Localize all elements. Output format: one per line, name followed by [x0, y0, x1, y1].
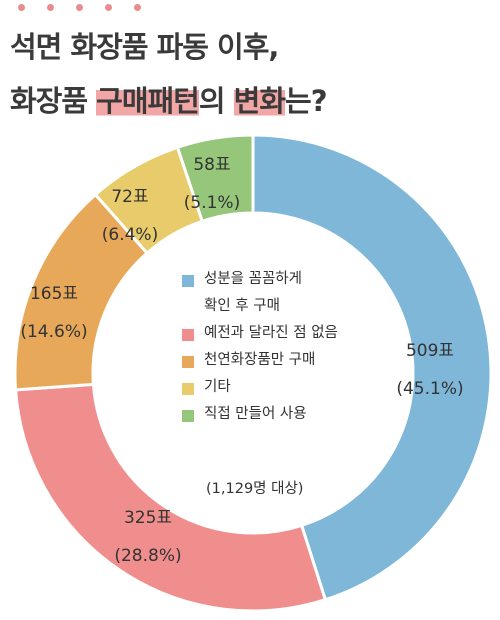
dot [76, 4, 83, 11]
legend-swatch [182, 275, 194, 287]
title-line-2: 화장품 구매패턴의 변화는? [10, 78, 328, 120]
title-highlight-2: 변화 [233, 84, 286, 118]
legend-item: 직접 만들어 사용 [182, 406, 338, 434]
dot [105, 4, 112, 11]
dot [18, 4, 25, 11]
slice-value-label: 165표 [30, 284, 78, 304]
slice-percent-label: (5.1%) [184, 193, 240, 213]
slice-value-label: 58표 [193, 155, 230, 175]
title-part: 의 [198, 84, 234, 118]
legend-label: 성분을 꼼꼼하게 확인 후 구매 [204, 271, 302, 314]
legend-item: 성분을 꼼꼼하게 확인 후 구매 [182, 271, 338, 326]
slice-percent-label: (6.4%) [102, 225, 158, 245]
slice-percent-label: (28.8%) [114, 546, 181, 566]
legend-item: 기타 [182, 379, 338, 407]
legend-swatch [182, 410, 194, 422]
legend-label: 기타 [204, 379, 231, 395]
decorative-dots [18, 4, 141, 18]
legend-label: 예전과 달라진 점 없음 [204, 325, 338, 341]
donut-slice [175, 133, 255, 224]
sample-note: (1,129명 대상) [206, 481, 304, 497]
title-highlight-1: 구매패턴 [96, 84, 200, 118]
legend-swatch [182, 356, 194, 368]
title-line-1: 석면 화장품 파동 이후, [10, 30, 279, 64]
dot [134, 4, 141, 11]
title-part: 는? [285, 84, 328, 118]
slice-value-label: 72표 [111, 187, 148, 207]
legend-swatch [182, 329, 194, 341]
legend-label: 천연화장품만 구매 [204, 352, 316, 368]
legend-label: 직접 만들어 사용 [204, 406, 307, 422]
title-part: 화장품 [10, 84, 97, 118]
legend-item: 예전과 달라진 점 없음 [182, 325, 338, 353]
slice-percent-label: (45.1%) [396, 379, 463, 399]
donut-slice [13, 382, 328, 613]
legend-swatch [182, 383, 194, 395]
slice-value-label: 325표 [124, 508, 172, 528]
slice-value-label: 509표 [406, 341, 454, 361]
donut-slice [251, 133, 493, 602]
legend-item: 천연화장품만 구매 [182, 352, 338, 380]
slice-percent-label: (14.6%) [20, 322, 87, 342]
dot [47, 4, 54, 11]
